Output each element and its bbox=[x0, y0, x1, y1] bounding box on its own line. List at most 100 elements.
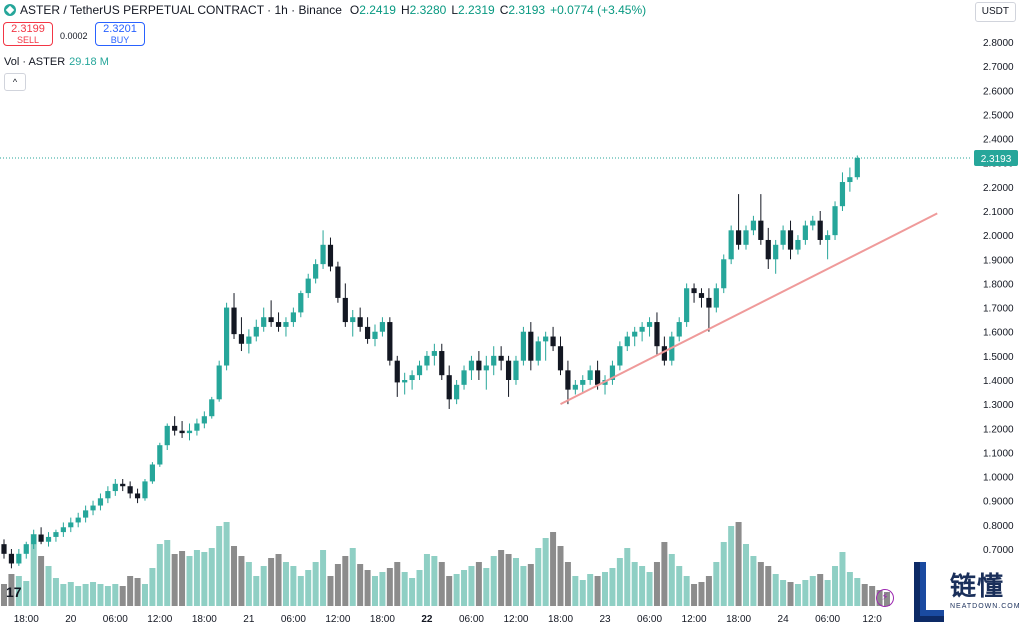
candle-body bbox=[394, 360, 400, 383]
volume-bar bbox=[453, 574, 460, 606]
sell-price: 2.3199 bbox=[11, 23, 45, 35]
volume-bar bbox=[802, 580, 809, 606]
candle-body bbox=[416, 365, 423, 376]
candle-body bbox=[646, 322, 653, 327]
volume-bar bbox=[646, 572, 653, 606]
candle-body bbox=[839, 182, 846, 207]
currency-selector[interactable]: USDT bbox=[974, 2, 1016, 22]
candle-body bbox=[172, 425, 178, 431]
volume-bar bbox=[846, 572, 853, 606]
candle-body bbox=[320, 244, 326, 265]
y-tick-label: 1.0000 bbox=[983, 473, 1014, 484]
watermark-cn-text: 链懂 bbox=[950, 571, 1005, 601]
candle-body bbox=[238, 334, 245, 344]
volume-bar bbox=[38, 556, 45, 606]
volume-bar bbox=[423, 554, 430, 606]
volume-bar bbox=[112, 584, 119, 606]
candle-body bbox=[275, 322, 282, 327]
candle-body bbox=[1, 544, 7, 554]
open-value: 2.2419 bbox=[359, 3, 396, 17]
candle-body bbox=[83, 510, 89, 518]
lightning-icon[interactable]: ⚡ bbox=[876, 589, 894, 607]
y-tick-label: 1.8000 bbox=[983, 279, 1014, 290]
volume-bar bbox=[750, 556, 757, 606]
volume-bar bbox=[550, 532, 557, 606]
candle-body bbox=[743, 230, 749, 245]
candle-body bbox=[476, 360, 482, 371]
volume-bar bbox=[201, 552, 208, 606]
volume-bar bbox=[401, 572, 408, 606]
buy-button[interactable]: 2.3201 BUY bbox=[95, 22, 145, 46]
x-tick-label: 18:00 bbox=[14, 614, 39, 625]
candle-body bbox=[698, 293, 705, 298]
candle-body bbox=[654, 322, 660, 347]
candle-body bbox=[661, 346, 667, 361]
y-tick-label: 1.4000 bbox=[983, 376, 1014, 387]
y-tick-label: 2.8000 bbox=[983, 38, 1014, 49]
candle-body bbox=[439, 351, 445, 376]
candle-body bbox=[216, 365, 222, 400]
volume-bar bbox=[461, 570, 468, 606]
candle-body bbox=[580, 380, 586, 385]
sell-button[interactable]: 2.3199 SELL bbox=[3, 22, 53, 46]
watermark-l-icon bbox=[914, 562, 944, 622]
candle-body bbox=[454, 384, 460, 400]
volume-bar bbox=[720, 542, 727, 606]
volume-bar bbox=[223, 522, 230, 606]
watermark-logo: 链懂 NEATDOWN.COM bbox=[908, 560, 1024, 629]
high-label: H bbox=[400, 3, 410, 17]
y-tick-label: 2.7000 bbox=[983, 62, 1014, 73]
symbol-title[interactable]: ASTER / TetherUS PERPETUAL CONTRACT · 1h… bbox=[20, 3, 342, 17]
y-tick-label: 1.3000 bbox=[983, 400, 1014, 411]
candle-body bbox=[209, 399, 215, 417]
candle-body bbox=[773, 244, 779, 260]
volume-bar bbox=[609, 568, 616, 606]
candle-body bbox=[342, 297, 348, 323]
volume-bar bbox=[127, 576, 134, 606]
volume-bar bbox=[780, 580, 787, 606]
volume-bar bbox=[468, 566, 475, 606]
x-tick-label: 21 bbox=[243, 614, 255, 625]
tradingview-logo[interactable]: 17 bbox=[6, 584, 22, 600]
volume-bar bbox=[431, 556, 438, 606]
y-tick-label: 1.9000 bbox=[983, 255, 1014, 266]
volume-bar bbox=[765, 566, 772, 606]
x-tick-label: 12:00 bbox=[503, 614, 528, 625]
volume-bar bbox=[794, 584, 801, 606]
volume-bar bbox=[15, 576, 22, 606]
collapse-legend-button[interactable]: ^ bbox=[4, 73, 26, 91]
candle-body bbox=[483, 365, 489, 371]
volume-bar bbox=[193, 550, 200, 606]
y-tick-label: 2.4000 bbox=[983, 135, 1014, 146]
candle-body bbox=[565, 370, 571, 390]
candle-body bbox=[632, 331, 638, 337]
volume-bar bbox=[186, 556, 193, 606]
volume-bar bbox=[372, 576, 378, 606]
volume-bar bbox=[23, 581, 30, 606]
volume-bar bbox=[809, 576, 816, 606]
volume-bar bbox=[297, 576, 304, 606]
volume-bar bbox=[238, 556, 245, 606]
candle-body bbox=[617, 346, 623, 366]
volume-bar bbox=[639, 566, 646, 606]
volume-bar bbox=[579, 580, 586, 606]
volume-bar bbox=[75, 586, 82, 606]
candle-body bbox=[142, 481, 148, 499]
candle-body bbox=[305, 278, 311, 294]
candle-body bbox=[468, 360, 475, 371]
x-tick-label: 18:00 bbox=[548, 614, 573, 625]
volume-bar bbox=[616, 558, 623, 606]
candle-body bbox=[16, 553, 22, 564]
volume-bar bbox=[772, 574, 779, 606]
trendline bbox=[560, 212, 938, 406]
candle-body bbox=[90, 505, 96, 511]
candle-body bbox=[290, 312, 296, 323]
volume-legend[interactable]: Vol · ASTER 29.18 M bbox=[4, 56, 109, 68]
sell-label: SELL bbox=[16, 35, 40, 45]
candle-body bbox=[409, 375, 415, 380]
volume-bar bbox=[839, 552, 846, 606]
volume-bar bbox=[30, 534, 37, 606]
candle-body bbox=[68, 522, 74, 528]
candle-body bbox=[97, 498, 104, 506]
